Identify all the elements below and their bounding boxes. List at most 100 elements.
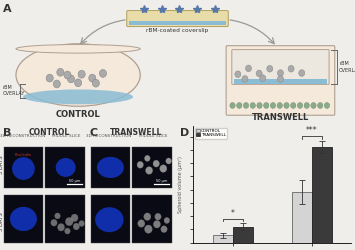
Circle shape [244, 102, 248, 108]
Bar [292, 192, 312, 242]
Text: 50 µm: 50 µm [69, 178, 80, 182]
Text: A: A [3, 4, 11, 14]
Circle shape [73, 223, 80, 230]
Circle shape [160, 165, 167, 172]
Text: 3D RECONSTRUCTION: 3D RECONSTRUCTION [86, 134, 132, 138]
Circle shape [288, 66, 294, 72]
Circle shape [144, 213, 151, 220]
Text: rBM
OVERLAY: rBM OVERLAY [3, 85, 25, 96]
Circle shape [250, 102, 256, 108]
Ellipse shape [95, 207, 124, 232]
Text: 3D RECONSTRUCTION: 3D RECONSTRUCTION [0, 134, 45, 138]
Ellipse shape [12, 157, 35, 180]
Text: Phalloidin: Phalloidin [15, 154, 32, 158]
Circle shape [318, 102, 323, 108]
Y-axis label: Spheroid volume (µm³): Spheroid volume (µm³) [178, 156, 183, 213]
Text: MIDDLE SLICE: MIDDLE SLICE [53, 134, 81, 138]
Circle shape [92, 79, 99, 87]
Circle shape [291, 102, 296, 108]
Bar [129, 21, 226, 25]
Circle shape [235, 71, 241, 78]
Bar [45, 147, 85, 188]
FancyBboxPatch shape [232, 50, 329, 84]
Circle shape [278, 76, 283, 82]
Ellipse shape [23, 90, 133, 104]
Bar [132, 196, 172, 243]
Circle shape [144, 225, 152, 233]
Circle shape [264, 102, 269, 108]
Text: TRANSWELL: TRANSWELL [109, 128, 162, 137]
Circle shape [242, 76, 248, 82]
Text: C: C [89, 128, 98, 138]
Circle shape [153, 160, 159, 167]
Circle shape [57, 68, 64, 76]
Circle shape [257, 102, 262, 108]
Bar [213, 235, 233, 242]
Circle shape [89, 74, 96, 82]
Circle shape [53, 80, 60, 88]
Ellipse shape [56, 158, 76, 177]
Circle shape [271, 102, 276, 108]
Circle shape [146, 167, 153, 174]
Text: 5 DAYS: 5 DAYS [0, 212, 4, 231]
Text: D: D [180, 128, 190, 138]
Bar [312, 148, 332, 242]
Bar [234, 79, 327, 84]
Text: rBM-coated coverslip: rBM-coated coverslip [146, 28, 209, 33]
Text: MIDDLE SLICE: MIDDLE SLICE [139, 134, 168, 138]
Bar [45, 196, 85, 243]
Circle shape [260, 75, 266, 82]
Circle shape [137, 161, 143, 168]
Ellipse shape [16, 44, 140, 53]
Text: TRANSWELL: TRANSWELL [252, 113, 309, 122]
Circle shape [78, 70, 85, 78]
Circle shape [65, 228, 70, 234]
Circle shape [71, 214, 78, 222]
Text: 50 µm: 50 µm [156, 178, 167, 182]
Text: CONTROL: CONTROL [56, 110, 100, 119]
Circle shape [67, 75, 75, 83]
Ellipse shape [16, 44, 140, 106]
Circle shape [299, 70, 305, 76]
Circle shape [230, 102, 235, 108]
Circle shape [153, 220, 160, 228]
Circle shape [51, 219, 57, 226]
FancyBboxPatch shape [226, 46, 335, 115]
Bar [132, 147, 172, 188]
Circle shape [237, 102, 242, 108]
Ellipse shape [10, 207, 37, 231]
Circle shape [311, 102, 316, 108]
Bar [91, 147, 130, 188]
Text: B: B [3, 128, 11, 138]
Circle shape [166, 158, 171, 164]
Circle shape [138, 220, 145, 227]
Text: *: * [231, 209, 235, 218]
Ellipse shape [97, 157, 124, 178]
Legend: CONTROL, TRANSWELL: CONTROL, TRANSWELL [195, 128, 227, 138]
Circle shape [284, 102, 289, 108]
Circle shape [64, 71, 71, 79]
Circle shape [164, 218, 170, 224]
FancyBboxPatch shape [127, 10, 228, 26]
Text: 3 DAYS: 3 DAYS [0, 156, 4, 174]
Text: rBM
OVERLAY: rBM OVERLAY [339, 62, 355, 72]
Bar [4, 147, 43, 188]
Circle shape [75, 79, 82, 87]
Bar [4, 196, 43, 243]
Circle shape [46, 74, 53, 82]
Text: ***: *** [306, 126, 318, 136]
Circle shape [65, 218, 73, 226]
Circle shape [99, 70, 106, 77]
Bar [233, 227, 253, 242]
Bar [91, 196, 130, 243]
Circle shape [278, 70, 283, 76]
Circle shape [79, 220, 84, 226]
Circle shape [277, 102, 283, 108]
Circle shape [55, 213, 60, 219]
Circle shape [144, 155, 150, 161]
Circle shape [155, 213, 161, 220]
Circle shape [256, 70, 262, 77]
Circle shape [297, 102, 303, 108]
Circle shape [161, 226, 167, 232]
Circle shape [58, 224, 65, 231]
